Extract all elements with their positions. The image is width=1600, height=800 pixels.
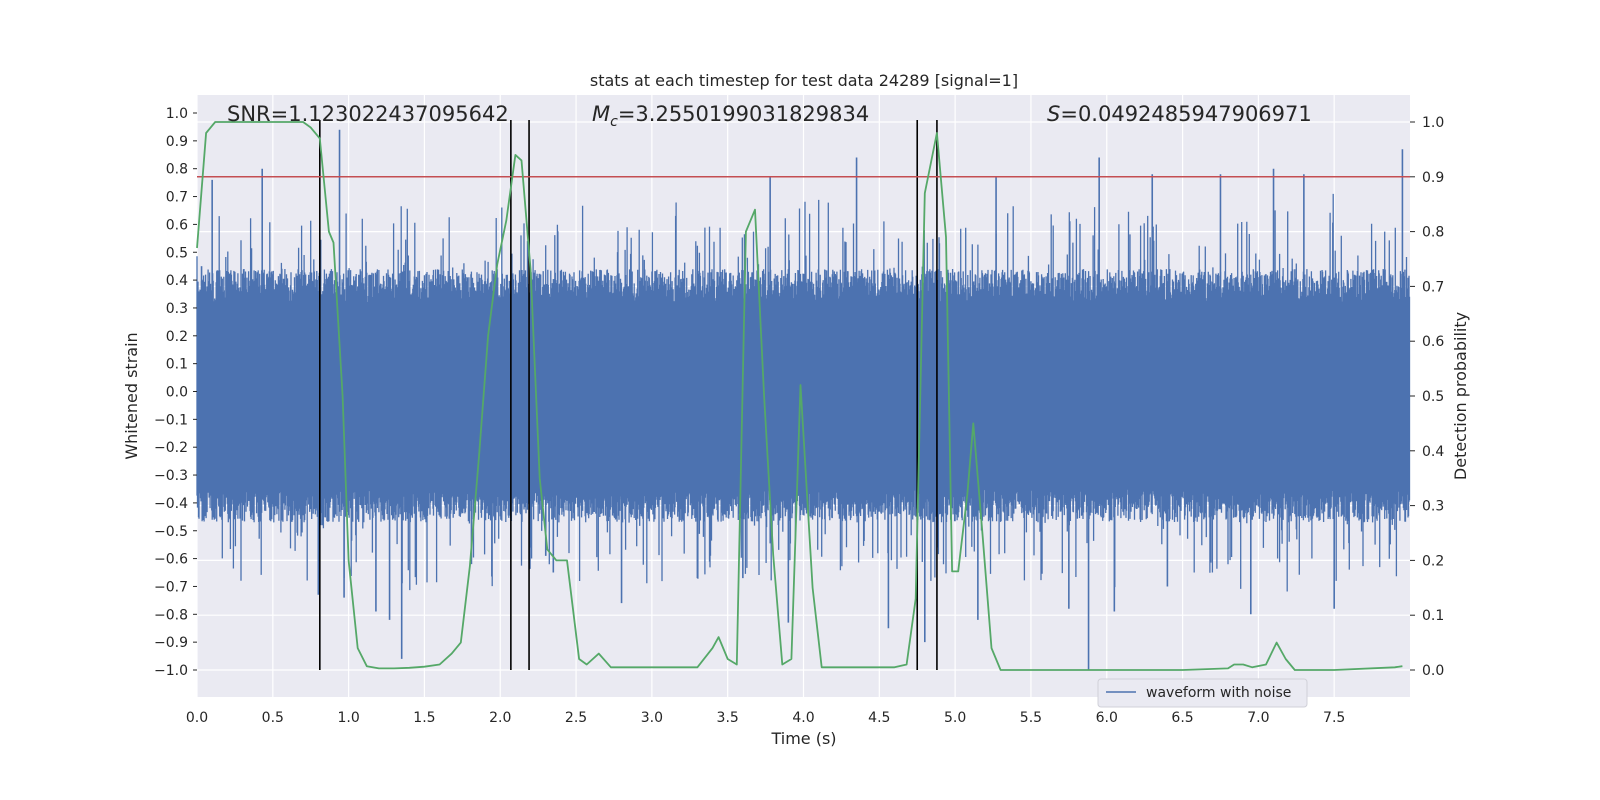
mc-symbol: M [592, 102, 610, 126]
y-left-tick-label: 0.0 [166, 385, 188, 401]
y-right-tick-label: 0.5 [1422, 389, 1444, 405]
y-right-tick-label: 0.2 [1422, 553, 1444, 569]
y-left-tick-label: 0.7 [166, 190, 188, 206]
y-left-tick-label: 0.2 [166, 329, 188, 345]
y-right-ticks: 1.0 0.9 0.8 0.7 0.6 0.5 0.4 0.3 0.2 0.1 0.0 [1410, 115, 1444, 679]
x-tick-label: 0.5 [262, 710, 284, 726]
y-left-tick-label: 0.5 [166, 245, 188, 261]
chart-title: stats at each timestep for test data 242… [590, 71, 1018, 90]
y-right-tick-label: 0.7 [1422, 279, 1444, 295]
x-tick-label: 3.0 [641, 710, 663, 726]
y-left-tick-label: −0.8 [154, 607, 188, 623]
y-left-tick-label: −0.3 [154, 468, 188, 484]
y-right-axis-label: Detection probability [1451, 312, 1470, 480]
probability-series [196, 121, 1403, 671]
y-left-ticks: 1.0 0.9 0.8 0.7 0.6 0.5 0.4 0.3 0.2 0.1 0.0 −0.1 −0.… [154, 106, 197, 679]
x-tick-label: 2.0 [489, 710, 511, 726]
y-left-tick-label: −0.9 [154, 635, 188, 651]
y-left-tick-label: −0.2 [154, 440, 188, 456]
x-tick-label: 7.5 [1323, 710, 1345, 726]
s-value: =0.0492485947906971 [1060, 102, 1311, 126]
x-axis-label: Time (s) [770, 729, 836, 748]
waveform-series [196, 129, 1411, 670]
y-left-tick-label: 0.8 [166, 162, 188, 178]
mc-subscript: c [610, 114, 618, 130]
legend-label: waveform with noise [1146, 685, 1291, 701]
x-axis-ticks: 0.0 0.5 1.0 1.5 2.0 2.5 3.0 3.5 4.0 4.5 5.0 5.5 6.0 6… [186, 710, 1345, 726]
x-tick-label: 3.5 [717, 710, 739, 726]
legend: waveform with noise [1097, 678, 1308, 708]
s-annotation: S=0.0492485947906971 [1047, 102, 1312, 126]
y-right-tick-label: 0.4 [1422, 444, 1444, 460]
x-tick-label: 4.0 [792, 710, 814, 726]
y-left-tick-label: 0.3 [166, 301, 188, 317]
y-right-tick-label: 0.8 [1422, 225, 1444, 241]
x-tick-label: 0.0 [186, 710, 208, 726]
y-right-tick-label: 0.0 [1422, 663, 1444, 679]
y-left-tick-label: −0.7 [154, 579, 188, 595]
y-left-tick-label: 0.4 [166, 273, 188, 289]
y-right-tick-label: 1.0 [1422, 115, 1444, 131]
mc-annotation: Mc=3.2550199031829834 [592, 102, 869, 130]
snr-annotation: SNR=1.123022437095642 [227, 102, 509, 126]
y-right-tick-label: 0.9 [1422, 170, 1444, 186]
x-tick-label: 6.0 [1096, 710, 1118, 726]
y-left-tick-label: −0.6 [154, 552, 188, 568]
legend-box [1097, 678, 1308, 708]
y-left-axis-label: Whitened strain [122, 332, 141, 459]
y-right-tick-label: 0.6 [1422, 334, 1444, 350]
y-left-tick-label: 0.1 [166, 357, 188, 373]
s-symbol: S [1047, 102, 1060, 126]
y-left-tick-label: 1.0 [166, 106, 188, 122]
y-right-tick-label: 0.1 [1422, 608, 1444, 624]
x-tick-label: 1.5 [413, 710, 435, 726]
y-left-tick-label: −1.0 [154, 663, 188, 679]
y-right-tick-label: 0.3 [1422, 499, 1444, 515]
x-tick-label: 4.5 [868, 710, 890, 726]
waveform-noise [196, 193, 1411, 592]
y-left-tick-label: −0.4 [154, 496, 188, 512]
x-tick-label: 7.0 [1247, 710, 1269, 726]
y-left-tick-label: 0.9 [166, 134, 188, 150]
x-tick-label: 2.5 [565, 710, 587, 726]
x-tick-label: 6.5 [1171, 710, 1193, 726]
vertical-markers [319, 119, 938, 670]
y-left-tick-label: −0.5 [154, 524, 188, 540]
probability-line [196, 121, 1403, 671]
y-left-tick-label: 0.6 [166, 217, 188, 233]
mc-value: =3.2550199031829834 [618, 102, 869, 126]
x-tick-label: 1.0 [337, 710, 359, 726]
y-left-tick-label: −0.1 [154, 412, 188, 428]
x-tick-label: 5.0 [944, 710, 966, 726]
x-tick-label: 5.5 [1020, 710, 1042, 726]
